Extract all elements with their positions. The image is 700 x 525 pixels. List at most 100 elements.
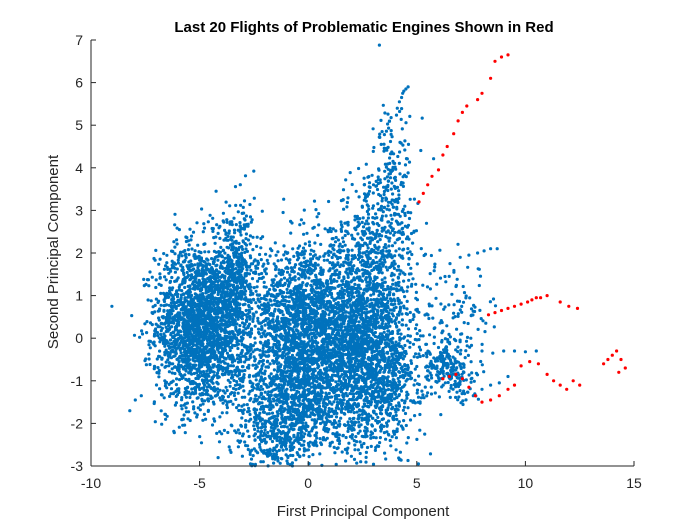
data-point [274,253,278,257]
data-point [176,261,180,265]
data-point [298,267,302,271]
data-point [252,286,256,290]
data-point [212,290,216,294]
data-point [256,298,260,302]
data-point [191,382,195,386]
data-point [167,327,172,331]
data-point [218,415,222,419]
data-point [160,422,164,426]
data-point [150,275,154,279]
data-point [196,243,200,247]
data-point [219,254,223,258]
data-point [170,371,174,375]
data-point [232,267,236,271]
data-point [128,409,132,413]
data-point [240,211,244,215]
data-point [210,423,215,427]
data-point [153,420,157,424]
data-point [297,277,301,281]
data-point [164,364,168,368]
data-point [167,314,171,318]
data-point [307,240,311,244]
data-point [210,271,214,275]
data-point [225,403,229,407]
data-point [183,373,187,377]
data-point [194,273,198,277]
data-point [140,329,144,333]
data-point [199,250,203,254]
data-point [236,391,240,395]
data-point [328,261,332,265]
data-point [247,303,251,308]
data-point [227,231,231,235]
data-point [218,430,222,434]
data-point [303,268,307,272]
data-point [271,320,275,324]
data-point [301,281,305,285]
data-point [241,205,245,209]
data-point [153,310,157,314]
data-point [277,343,281,347]
data-point [188,227,192,231]
data-point [171,330,175,334]
data-point [261,362,265,366]
data-point [184,305,188,309]
data-point [242,199,247,203]
data-point [301,271,305,275]
data-point [257,272,261,276]
data-point [302,335,306,339]
data-point [204,263,209,268]
data-point [315,256,319,260]
data-point [276,259,280,263]
data-point [287,258,291,262]
data-point [187,319,191,323]
data-point [159,303,163,307]
data-point [264,252,268,256]
data-point [158,355,162,359]
data-point [176,276,180,280]
data-point [151,341,155,345]
data-point [201,230,205,234]
data-point [180,268,184,272]
data-point [186,338,190,342]
data-point [211,229,215,233]
data-point [278,354,282,358]
data-point [194,363,198,367]
data-point [144,363,148,367]
data-point [201,361,205,365]
data-point [173,270,177,274]
data-point [207,350,211,354]
data-point [285,299,289,303]
data-point [276,250,280,254]
data-point [200,207,204,211]
data-point [257,306,261,310]
data-point [231,313,235,317]
data-point [219,329,223,333]
data-point [164,278,168,282]
data-point [230,373,234,377]
data-point [179,263,183,267]
data-point [264,344,268,348]
data-point [171,295,175,299]
data-point [175,226,179,230]
data-point [219,336,223,340]
data-point [147,339,151,343]
data-point [216,315,220,319]
data-point [191,230,196,234]
data-point [310,336,314,340]
data-point [243,250,247,254]
data-point [289,266,293,270]
data-point [230,376,234,380]
data-point [153,303,157,307]
data-point [190,333,195,338]
data-point [184,252,188,256]
data-point [200,314,204,318]
data-point [154,327,158,331]
data-point [196,337,200,341]
data-point [186,275,190,279]
data-point [281,313,285,317]
data-point [267,303,271,307]
data-point [235,374,240,378]
data-point [238,295,242,299]
data-point [317,212,321,216]
